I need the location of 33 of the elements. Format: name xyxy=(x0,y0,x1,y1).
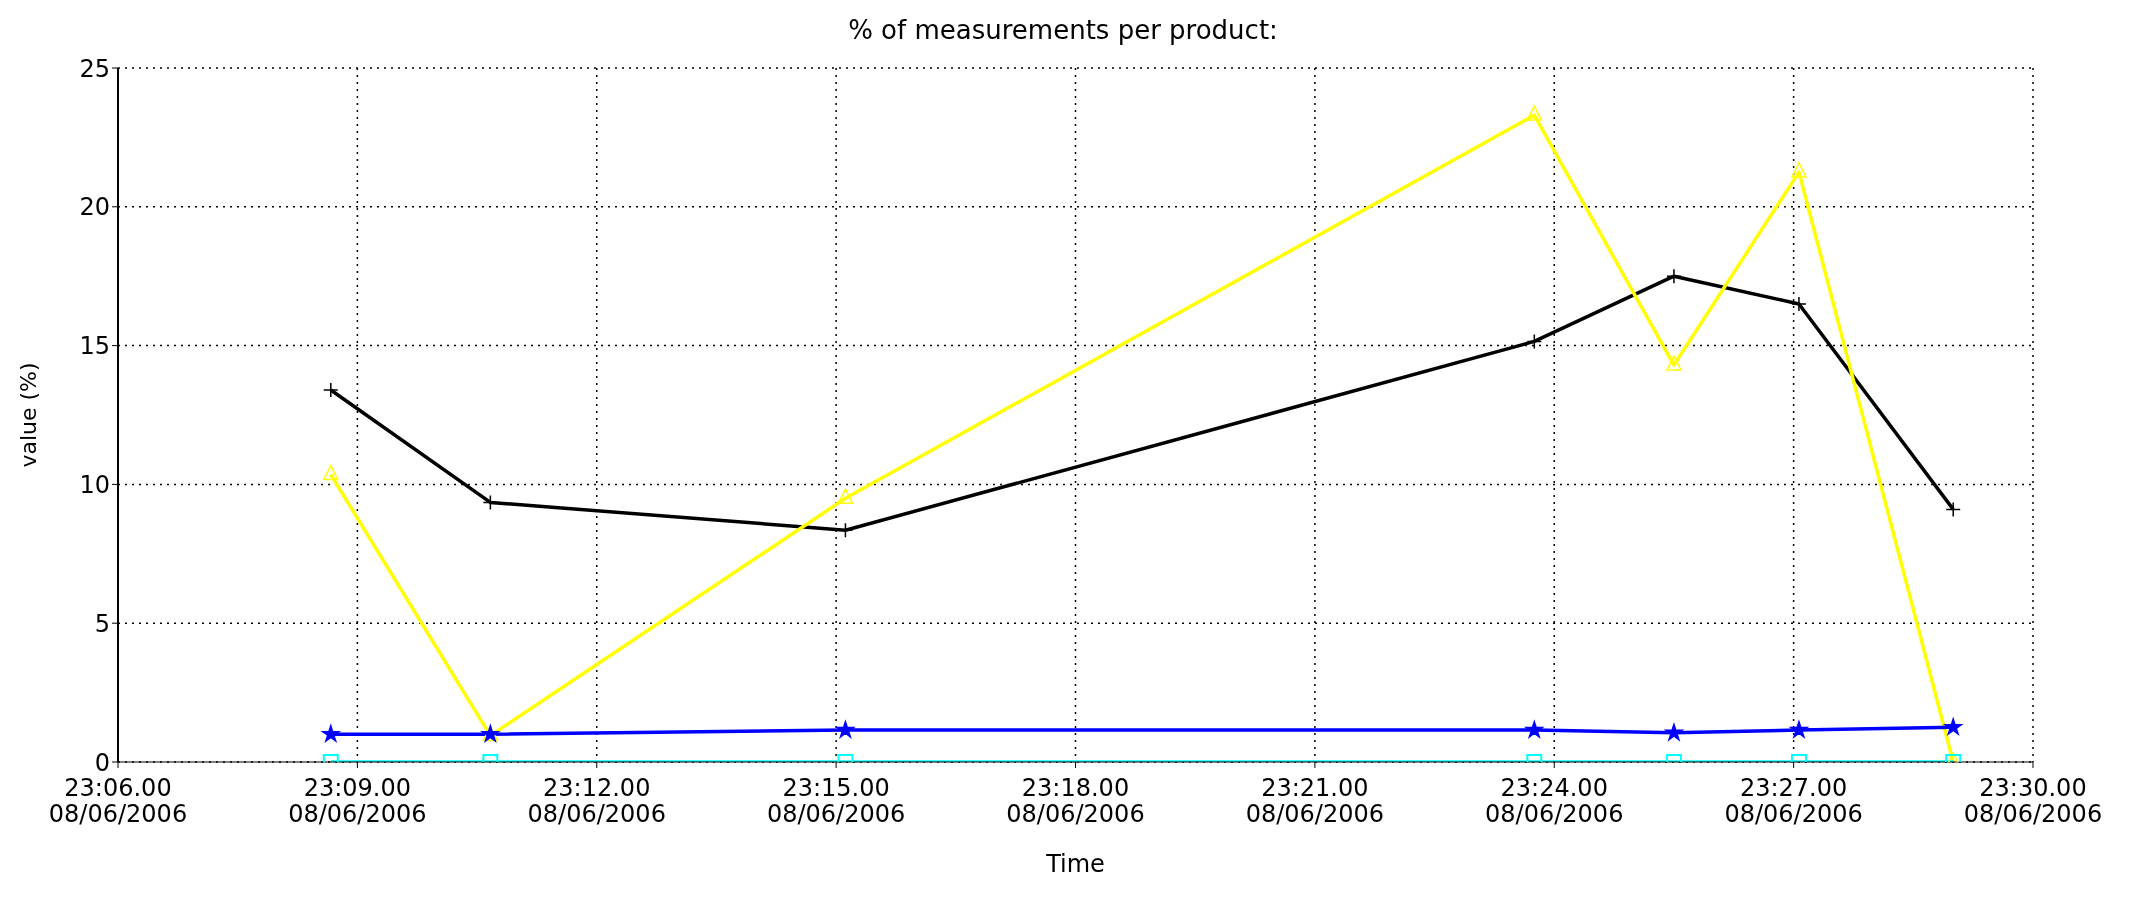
y-tick-label: 10 xyxy=(79,470,110,499)
point xyxy=(1666,268,1682,284)
point xyxy=(1666,355,1682,371)
point xyxy=(323,382,339,398)
point xyxy=(1665,723,1683,741)
x-axis-title: Time xyxy=(1045,850,1105,878)
point xyxy=(1526,333,1543,350)
x-tick-label: 23:27.00 08/06/2006 xyxy=(1724,774,1863,828)
point xyxy=(836,720,855,738)
point xyxy=(1944,718,1962,735)
x-tick-label: 23:06.00 08/06/2006 xyxy=(48,774,188,828)
y-axis-title: value (%) xyxy=(15,362,41,468)
point xyxy=(1945,501,1961,518)
point xyxy=(1791,296,1807,312)
y-tick-label: 15 xyxy=(79,332,110,361)
y-tick-label: 20 xyxy=(79,193,110,222)
point xyxy=(322,725,340,742)
y-tick-label: 0 xyxy=(94,748,110,777)
x-tick-label: 23:12.00 08/06/2006 xyxy=(527,774,666,828)
x-tick-label: 23:09.00 08/06/2006 xyxy=(288,774,427,828)
point xyxy=(482,494,499,511)
x-tick-label: 23:21.00 08/06/2006 xyxy=(1245,774,1385,828)
x-tick-label: 23:15.00 08/06/2006 xyxy=(766,774,906,828)
point xyxy=(1790,720,1808,738)
y-tick-label: 5 xyxy=(94,609,110,638)
x-tick-label: 23:18.00 08/06/2006 xyxy=(1006,774,1145,828)
x-tick-label: 23:24.00 08/06/2006 xyxy=(1485,774,1624,828)
point xyxy=(323,464,339,481)
y-tick-label: 25 xyxy=(79,54,110,83)
point xyxy=(837,488,854,504)
point xyxy=(1525,720,1544,738)
chart-title: % of measurements per product: xyxy=(847,14,1279,47)
x-tick-label: 23:30.00 08/06/2006 xyxy=(1963,774,2103,828)
